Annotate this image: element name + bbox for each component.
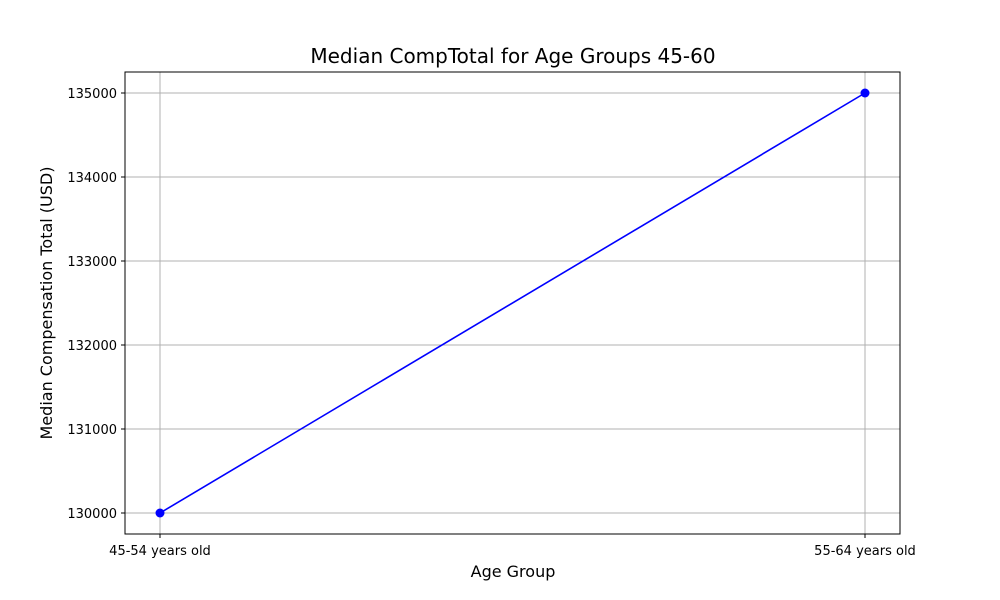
series-line [159, 92, 866, 514]
y-tick-label: 130000 [67, 507, 117, 522]
y-tick-label: 134000 [67, 171, 117, 186]
y-tick-label: 135000 [67, 87, 117, 102]
data-point [860, 88, 870, 98]
grid [125, 72, 900, 534]
y-tick-label: 133000 [67, 255, 117, 270]
x-tick-label: 45-54 years old [109, 544, 211, 559]
axis-ticks: 130000 131000 132000 133000 134000 135000 45-5… [67, 87, 915, 559]
plot-frame [124, 71, 901, 535]
y-tick-label: 131000 [67, 423, 117, 438]
x-axis-label: Age Group [471, 562, 556, 581]
y-axis-label: Median Compensation Total (USD) [37, 167, 56, 440]
series [155, 88, 870, 518]
data-point [155, 508, 165, 518]
x-tick-label: 55-64 years old [814, 544, 916, 559]
chart-title: Median CompTotal for Age Groups 45-60 [310, 44, 715, 68]
y-tick-label: 132000 [67, 339, 117, 354]
